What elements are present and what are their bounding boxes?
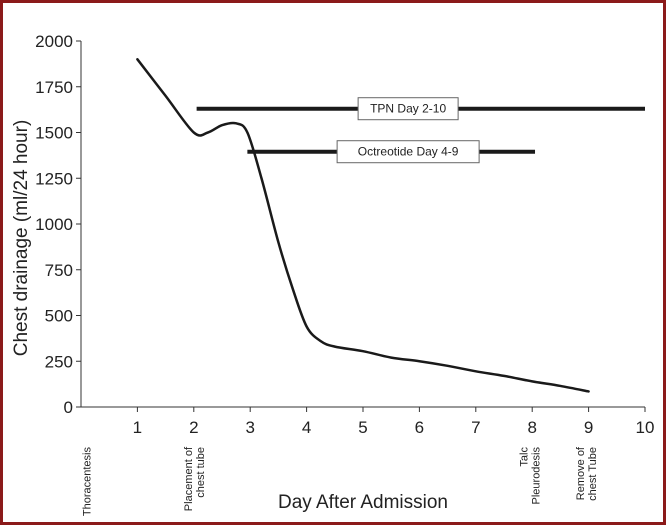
x-tick-label: 3 <box>245 418 254 437</box>
data-point <box>193 131 195 134</box>
event-labels: Thoracentesis Placement of chest tube Talc P… <box>82 446 599 516</box>
data-point <box>362 350 364 352</box>
y-tick-label: 1000 <box>35 215 73 234</box>
y-tick-label: 1500 <box>35 124 73 143</box>
annotation-box <box>357 97 459 121</box>
y-axis <box>76 40 82 408</box>
annotation-label: Octreotide Day 4-9 <box>358 145 459 159</box>
x-tick-label: 10 <box>636 418 655 437</box>
x-tick-label: 5 <box>358 418 367 437</box>
x-tick-label: 6 <box>415 418 424 437</box>
x-tick-label: 4 <box>302 418 311 437</box>
y-axis-title: Chest drainage (ml/24 hour) <box>11 120 32 357</box>
data-point <box>587 390 590 393</box>
treatment-annotations: TPN Day 2-10 Octreotide Day 4-9 <box>196 97 645 164</box>
drainage-line-chart: 0 250 500 750 1000 1250 1500 1750 2000 1 2 3 4 5 6 7 8 9… <box>11 32 655 516</box>
series-layer <box>136 58 590 393</box>
x-tick-label: 9 <box>584 418 593 437</box>
event-label: Pleurodesis <box>530 447 542 505</box>
y-tick-label: 1250 <box>35 169 73 188</box>
data-point <box>418 360 421 363</box>
x-tick-label: 7 <box>471 418 480 437</box>
x-tick-labels: 1 2 3 4 5 6 7 8 9 10 <box>133 418 655 437</box>
data-point <box>319 340 322 342</box>
data-point <box>305 325 308 328</box>
y-tick-label: 500 <box>45 307 73 326</box>
annotation-box <box>336 140 480 164</box>
data-point <box>446 365 449 367</box>
y-tick-labels: 0 250 500 750 1000 1250 1500 1750 2000 <box>35 32 73 417</box>
data-point <box>334 345 336 348</box>
data-point <box>531 380 533 383</box>
data-point <box>291 287 294 289</box>
annotation-2: Octreotide Day 4-9 <box>247 140 536 164</box>
annotation-label: TPN Day 2-10 <box>370 102 446 116</box>
event-label: Remove of <box>575 446 587 500</box>
data-point <box>221 124 223 126</box>
data-point <box>559 385 562 387</box>
x-tick-label: 8 <box>527 418 536 437</box>
y-tick-label: 1750 <box>35 78 73 97</box>
event-label: Placement of <box>183 446 195 511</box>
annotation-1: TPN Day 2-10 <box>196 97 645 121</box>
data-point <box>475 370 477 373</box>
y-tick-label: 2000 <box>35 32 73 51</box>
data-point <box>207 131 209 134</box>
y-tick-label: 250 <box>45 352 73 371</box>
data-point <box>164 95 167 97</box>
event-label: chest Tube <box>587 447 599 501</box>
x-axis <box>81 406 646 412</box>
x-tick-label: 1 <box>133 418 142 437</box>
x-axis-title: Day After Admission <box>278 492 448 513</box>
event-label: chest tube <box>195 447 207 498</box>
y-tick-label: 0 <box>64 398 73 417</box>
data-point <box>246 131 249 134</box>
x-tick-label: 2 <box>189 418 198 437</box>
data-point <box>503 375 505 377</box>
drainage-line <box>136 58 590 393</box>
data-point <box>235 122 237 125</box>
event-label: Thoracentesis <box>82 447 94 517</box>
data-point <box>260 177 263 180</box>
y-tick-label: 750 <box>45 261 73 280</box>
data-point <box>277 241 280 244</box>
event-label: Talc <box>518 447 530 467</box>
data-point <box>136 58 139 61</box>
data-point <box>390 356 393 359</box>
